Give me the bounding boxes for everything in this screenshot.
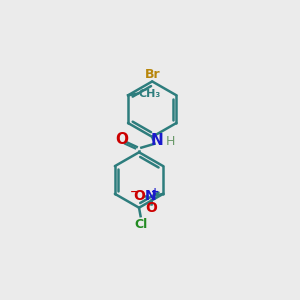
Text: CH₃: CH₃ <box>138 89 160 99</box>
Text: H: H <box>165 135 175 148</box>
Text: Cl: Cl <box>135 218 148 232</box>
Text: N: N <box>145 189 157 203</box>
Text: −: − <box>130 187 139 196</box>
Text: +: + <box>152 187 160 196</box>
Text: O: O <box>145 202 157 215</box>
Text: N: N <box>151 133 163 148</box>
Text: O: O <box>116 133 128 148</box>
Text: Br: Br <box>144 68 160 81</box>
Text: O: O <box>133 189 145 203</box>
